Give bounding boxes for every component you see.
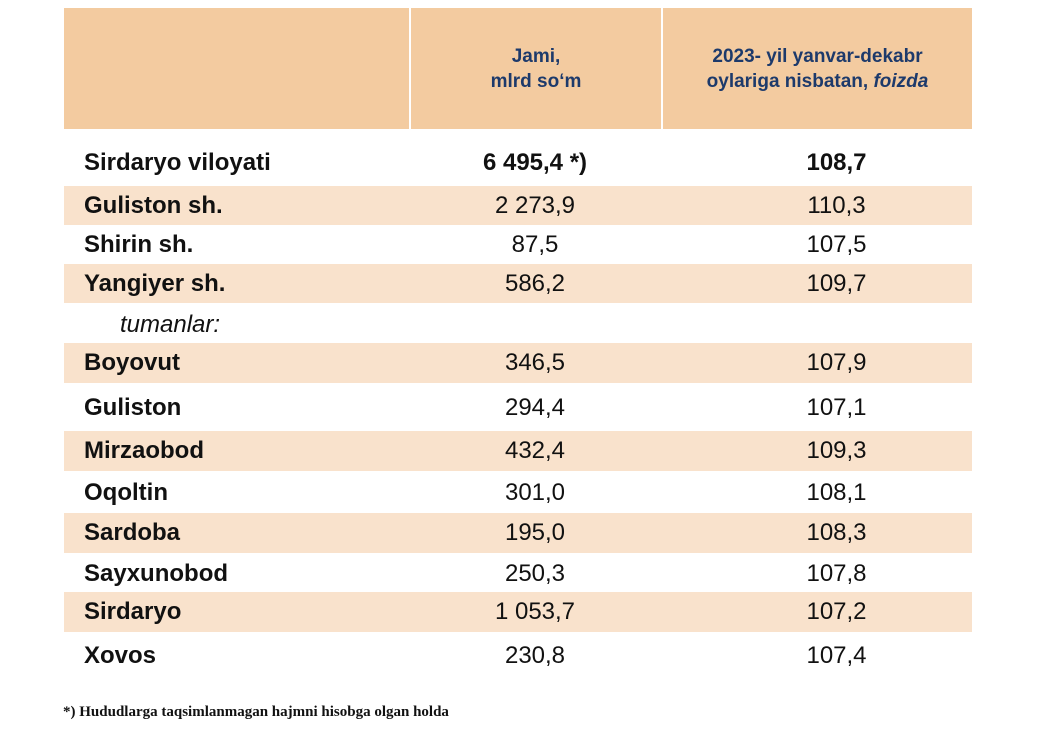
row-total: 87,5 <box>511 230 559 258</box>
row-percent: 108,7 <box>806 149 867 176</box>
row-name: Sirdaryo viloyati <box>84 149 271 176</box>
table-row: Oqoltin 301,0 108,1 <box>64 473 972 513</box>
row-name: Xovos <box>84 642 157 669</box>
header-percent-cell: 2023- yil yanvar-dekabr oylariga nisbata… <box>661 8 972 129</box>
row-percent: 107,8 <box>806 560 867 587</box>
header-percent-line2-text: oylariga nisbatan, <box>706 70 874 92</box>
row-percent: 110,3 <box>807 191 866 219</box>
table-row: Yangiyer sh. 586,2 109,7 <box>64 264 972 303</box>
header-total-line1: Jami, <box>511 45 561 67</box>
header-name-cell <box>64 8 409 129</box>
footnote: *) Hududlarga taqsimlanmagan hajmni hiso… <box>63 704 449 720</box>
row-name: Sardoba <box>84 519 181 546</box>
table-row: Boyovut 346,5 107,9 <box>64 343 972 383</box>
row-percent: 107,9 <box>806 349 867 376</box>
row-percent: 107,4 <box>806 642 867 669</box>
row-percent: 108,1 <box>806 479 867 506</box>
row-name: Boyovut <box>84 349 180 376</box>
table-row: Guliston sh. 2 273,9 110,3 <box>64 186 972 225</box>
row-total: 6 495,4 *) <box>482 149 588 176</box>
row-name: Shirin sh. <box>84 230 194 258</box>
table-row: Sayxunobod 250,3 107,8 <box>64 554 972 594</box>
row-name: Sirdaryo <box>84 598 182 625</box>
row-total: 1 053,7 <box>494 598 576 625</box>
header-percent-unit: foizda <box>873 70 929 92</box>
row-name: Guliston sh. <box>84 191 223 219</box>
table-row: Xovos 230,8 107,4 <box>64 636 972 676</box>
table-row: Sirdaryo 1 053,7 107,2 <box>64 592 972 632</box>
table-row: Shirin sh. 87,5 107,5 <box>64 225 972 264</box>
header-percent-line2: oylariga nisbatan, foizda <box>707 69 929 94</box>
row-total: 195,0 <box>504 519 566 546</box>
row-percent: 107,5 <box>806 230 867 258</box>
row-subheading: tumanlar: <box>120 310 221 338</box>
row-name: Sayxunobod <box>84 560 229 587</box>
row-name: Yangiyer sh. <box>84 269 226 297</box>
row-total: 301,0 <box>504 479 566 506</box>
row-total: 250,3 <box>504 560 566 587</box>
row-total: 586,2 <box>504 269 566 297</box>
row-name: Guliston <box>84 394 182 421</box>
row-total: 432,4 <box>504 437 566 464</box>
table-row: Guliston 294,4 107,1 <box>64 387 972 429</box>
row-total: 346,5 <box>504 349 566 376</box>
data-table: Jami, mlrd so‘m 2023- yil yanvar-dekabr … <box>64 8 972 669</box>
header-total-cell: Jami, mlrd so‘m <box>409 8 661 129</box>
row-percent: 108,3 <box>806 519 867 546</box>
row-percent: 107,1 <box>806 394 867 421</box>
row-total: 294,4 <box>504 394 566 421</box>
row-name: Oqoltin <box>84 479 168 506</box>
table-header: Jami, mlrd so‘m 2023- yil yanvar-dekabr … <box>64 8 972 129</box>
row-percent: 109,3 <box>806 437 867 464</box>
row-total: 230,8 <box>504 642 566 669</box>
table-row-subheading: tumanlar: <box>64 306 972 343</box>
table-row-total: Sirdaryo viloyati 6 495,4 *) 108,7 <box>64 134 972 192</box>
table-row: Mirzaobod 432,4 109,3 <box>64 431 972 471</box>
header-total-line2: mlrd so‘m <box>490 70 582 92</box>
row-percent: 107,2 <box>806 598 867 625</box>
row-percent: 109,7 <box>806 269 867 297</box>
table-row: Sardoba 195,0 108,3 <box>64 513 972 553</box>
row-total: 2 273,9 <box>494 191 576 219</box>
header-percent-line1: 2023- yil yanvar-dekabr <box>712 45 923 67</box>
row-name: Mirzaobod <box>84 437 204 464</box>
